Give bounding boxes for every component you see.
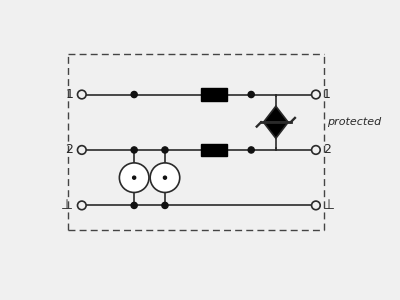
Circle shape [162, 202, 168, 208]
Circle shape [131, 147, 137, 153]
Circle shape [312, 90, 320, 99]
Circle shape [164, 176, 166, 179]
Text: 2: 2 [65, 143, 73, 157]
Text: 1: 1 [323, 88, 330, 101]
Circle shape [131, 92, 137, 98]
Text: ⊥: ⊥ [61, 198, 73, 212]
Circle shape [312, 146, 320, 154]
Circle shape [78, 90, 86, 99]
Circle shape [78, 146, 86, 154]
Bar [201, 144, 227, 156]
Circle shape [248, 147, 254, 153]
Circle shape [119, 163, 149, 193]
Text: protected: protected [327, 117, 382, 127]
Circle shape [162, 147, 168, 153]
Bar [201, 88, 227, 101]
Polygon shape [264, 122, 288, 138]
Polygon shape [264, 106, 288, 122]
Circle shape [248, 92, 254, 98]
Text: 1: 1 [65, 88, 73, 101]
Circle shape [131, 202, 137, 208]
Circle shape [133, 176, 136, 179]
Circle shape [78, 201, 86, 210]
Circle shape [312, 201, 320, 210]
Circle shape [150, 163, 180, 193]
Text: ⊥: ⊥ [323, 198, 335, 212]
Text: 2: 2 [323, 143, 330, 157]
